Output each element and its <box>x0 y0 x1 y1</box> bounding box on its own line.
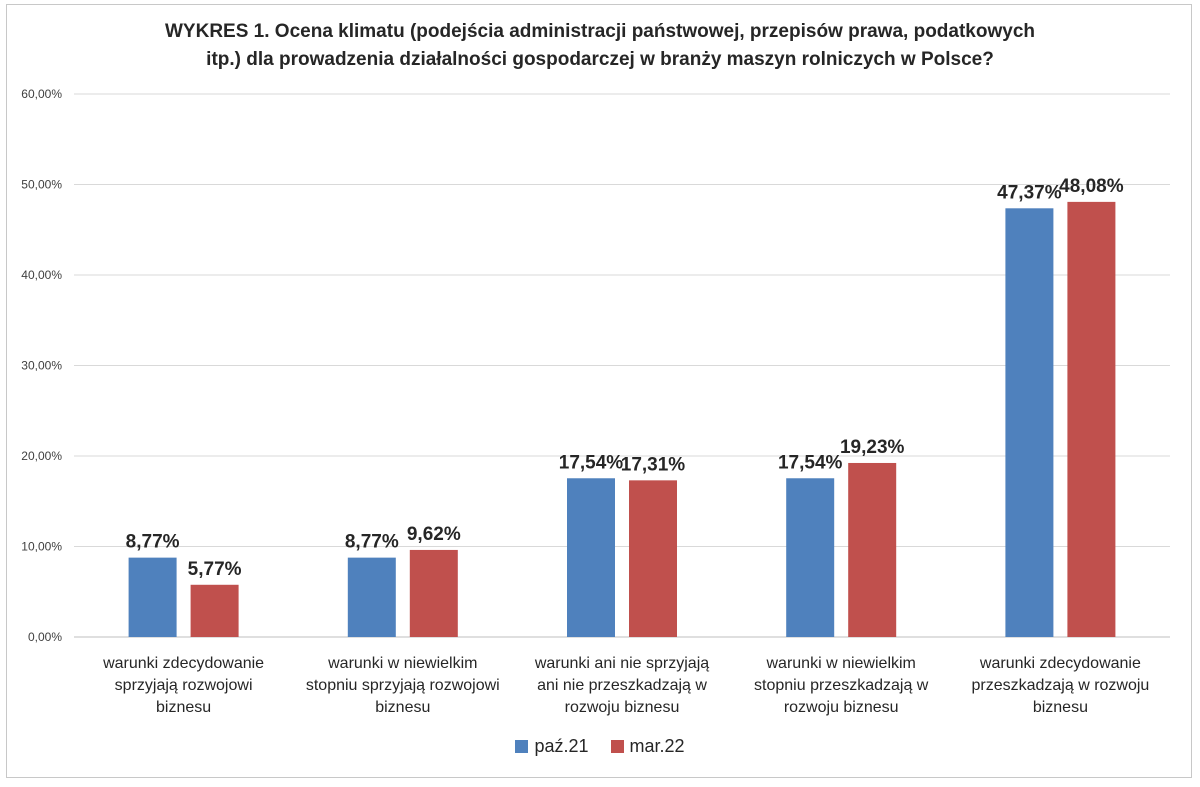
x-tick-label: warunki ani nie sprzyjają <box>534 655 709 672</box>
x-tick-label: warunki w niewielkim <box>766 655 916 672</box>
x-tick-label: rozwoju biznesu <box>784 699 899 716</box>
y-tick-label: 60,00% <box>21 87 62 101</box>
y-tick-label: 0,00% <box>28 630 62 644</box>
bar <box>1067 201 1116 637</box>
x-tick-label: biznesu <box>375 699 430 716</box>
x-tick-label: warunki zdecydowanie <box>102 655 264 672</box>
bar <box>786 478 835 637</box>
y-tick-label: 10,00% <box>21 540 62 554</box>
x-tick-label: warunki w niewielkim <box>327 655 477 672</box>
data-label: 8,77% <box>126 532 180 553</box>
x-tick-label: sprzyjają rozwojowi <box>115 677 253 694</box>
data-label: 17,31% <box>621 454 686 475</box>
data-label: 5,77% <box>188 559 242 580</box>
bar <box>848 462 897 637</box>
bar <box>347 557 396 637</box>
bar <box>409 549 458 637</box>
data-label: 19,23% <box>840 437 905 458</box>
legend-item-series-2: mar.22 <box>610 736 685 757</box>
bar <box>629 480 677 637</box>
data-label: 17,54% <box>778 452 843 473</box>
data-label: 47,37% <box>997 182 1062 203</box>
bar <box>1005 208 1054 637</box>
data-label: 48,08% <box>1059 176 1124 197</box>
x-tick-label: rozwoju biznesu <box>565 699 680 716</box>
legend-label-series-2: mar.22 <box>629 736 685 756</box>
x-tick-label: biznesu <box>156 699 211 716</box>
legend-item-series-1: paź.21 <box>515 736 589 757</box>
y-tick-label: 30,00% <box>21 359 62 373</box>
legend: paź.21 mar.22 <box>0 736 1200 757</box>
chart-title-line-2: itp.) dla prowadzenia działalności gospo… <box>206 49 994 70</box>
data-label: 8,77% <box>345 532 399 553</box>
chart-title: WYKRES 1. Ocena klimatu (podejścia admin… <box>0 18 1200 74</box>
y-tick-label: 50,00% <box>21 178 62 192</box>
data-label: 17,54% <box>559 452 624 473</box>
legend-label-series-1: paź.21 <box>534 736 589 756</box>
chart-frame <box>6 4 1192 778</box>
bar <box>190 584 239 637</box>
x-tick-label: stopniu przeszkadzają w <box>754 677 929 694</box>
bar <box>567 478 615 637</box>
data-label: 9,62% <box>407 524 461 545</box>
x-tick-label: biznesu <box>1033 699 1088 716</box>
legend-swatch-series-2 <box>610 740 624 753</box>
legend-swatch-series-1 <box>515 740 529 753</box>
x-tick-label: warunki zdecydowanie <box>979 655 1141 672</box>
bar <box>128 557 177 637</box>
x-tick-label: przeszkadzają w rozwoju <box>971 677 1149 694</box>
y-tick-label: 40,00% <box>21 268 62 282</box>
x-tick-label: stopniu sprzyjają rozwojowi <box>306 677 500 694</box>
chart-title-line-1: WYKRES 1. Ocena klimatu (podejścia admin… <box>165 21 1035 42</box>
x-tick-label: ani nie przeszkadzają w <box>537 677 707 694</box>
y-tick-label: 20,00% <box>21 449 62 463</box>
